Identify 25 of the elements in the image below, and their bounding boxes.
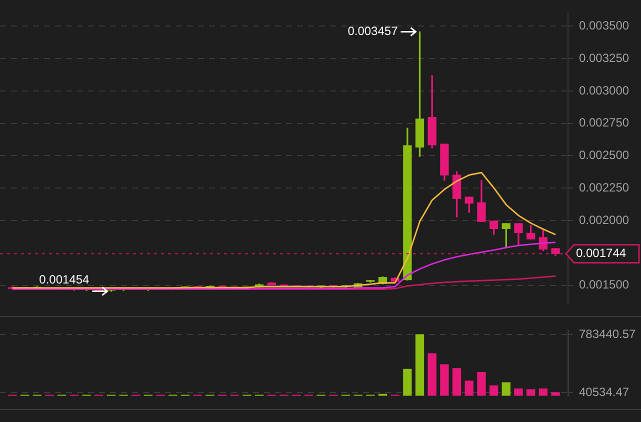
y-tick-label: 0.002500 — [579, 148, 630, 162]
y-tick-label: 0.002000 — [579, 212, 630, 227]
ref-line-label: 0.001744 — [576, 246, 626, 260]
bar — [526, 389, 536, 396]
bar — [403, 368, 412, 396]
y-tick-label: 0.003500 — [579, 18, 630, 32]
bar — [428, 353, 436, 396]
y-tick-label: 0.003250 — [579, 50, 630, 65]
y-tick-label: 0.002750 — [579, 116, 630, 130]
annotation: 0.001454 — [39, 272, 90, 287]
bar — [464, 380, 474, 396]
y-tick-label: 0.003000 — [579, 83, 630, 98]
bar — [415, 334, 424, 396]
bar — [514, 388, 523, 396]
bar — [452, 368, 462, 396]
bar — [502, 382, 510, 396]
annotation: 0.003457 — [348, 24, 398, 38]
y-tick-label: 783440.57 — [579, 326, 636, 341]
bar — [538, 388, 548, 396]
y-tick-label: 0.002250 — [579, 180, 630, 194]
y-tick-label: 40534.47 — [579, 384, 630, 399]
bar — [489, 385, 498, 396]
bar — [477, 372, 486, 396]
y-tick-label: 0.001500 — [579, 278, 630, 292]
bar — [440, 364, 449, 396]
